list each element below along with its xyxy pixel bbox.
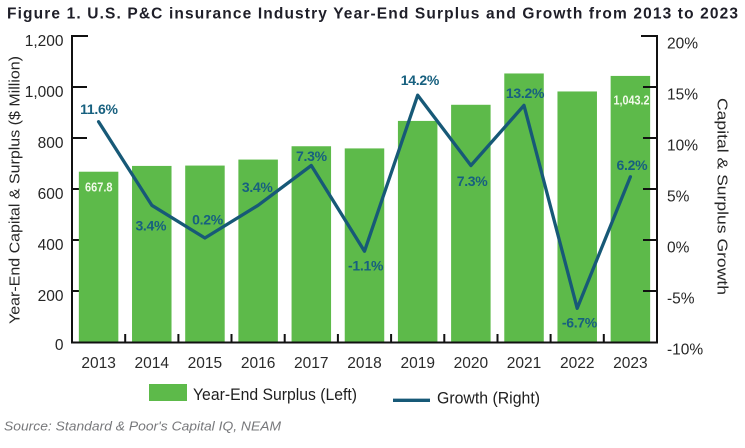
svg-text:2018: 2018 [347,355,381,372]
svg-text:3.4%: 3.4% [242,179,274,195]
svg-text:1,043.2: 1,043.2 [614,94,650,108]
svg-text:800: 800 [38,135,64,152]
svg-text:-5%: -5% [667,291,695,308]
svg-text:2013: 2013 [81,355,115,372]
svg-text:2023: 2023 [613,355,647,372]
svg-text:Source: Standard & Poor's Capi: Source: Standard & Poor's Capital IQ, NE… [4,419,281,434]
svg-text:-10%: -10% [667,342,703,359]
svg-text:0%: 0% [667,240,690,257]
svg-text:13.2%: 13.2% [506,85,545,101]
svg-text:600: 600 [38,186,64,203]
svg-text:20%: 20% [667,36,698,53]
svg-text:0.2%: 0.2% [192,211,224,227]
svg-text:Year-End Surplus (Left): Year-End Surplus (Left) [193,385,357,404]
svg-text:7.3%: 7.3% [296,148,328,164]
svg-text:667.8: 667.8 [85,180,113,194]
svg-text:2019: 2019 [400,355,434,372]
svg-text:7.3%: 7.3% [457,173,489,189]
svg-text:0: 0 [55,337,64,354]
svg-text:2015: 2015 [188,355,222,372]
svg-text:1,200: 1,200 [25,33,64,50]
svg-text:Figure 1. U.S. P&C insurance I: Figure 1. U.S. P&C insurance Industry Ye… [7,6,738,23]
svg-text:15%: 15% [667,87,698,104]
svg-text:11.6%: 11.6% [80,101,118,117]
svg-text:10%: 10% [667,138,698,155]
svg-text:-1.1%: -1.1% [348,258,384,274]
svg-text:14.2%: 14.2% [401,72,440,88]
svg-text:Year-End Capital & Surplus ($: Year-End Capital & Surplus ($ Million) [7,56,24,324]
svg-text:2016: 2016 [241,355,275,372]
svg-text:2021: 2021 [507,355,541,372]
svg-text:200: 200 [38,288,64,305]
svg-text:2020: 2020 [454,355,489,372]
svg-text:-6.7%: -6.7% [562,315,598,331]
svg-text:2022: 2022 [560,355,594,372]
svg-text:400: 400 [38,237,64,254]
svg-text:6.2%: 6.2% [617,157,649,173]
svg-text:3.4%: 3.4% [135,218,167,234]
svg-text:2017: 2017 [294,355,328,372]
svg-text:Capital & Surplus Growth: Capital & Surplus Growth [714,98,731,295]
svg-text:Growth (Right): Growth (Right) [437,388,540,407]
svg-text:2014: 2014 [135,355,170,372]
svg-text:5%: 5% [667,189,690,206]
svg-text:1,000: 1,000 [25,84,64,101]
